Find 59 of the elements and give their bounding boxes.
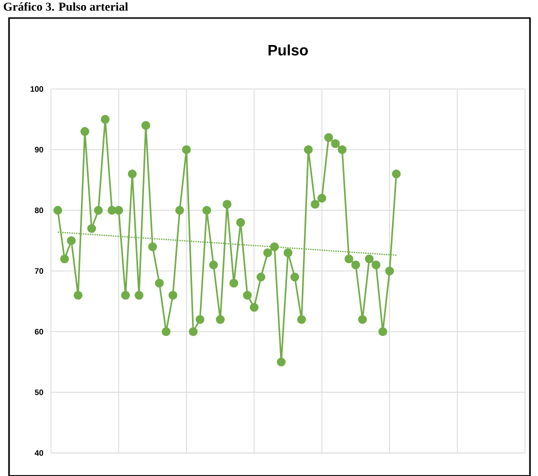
y-tick-label: 70 (34, 268, 44, 274)
point (290, 272, 300, 282)
point (121, 290, 130, 300)
point (331, 139, 340, 148)
point (351, 260, 360, 270)
point (222, 200, 232, 209)
y-tick-label: 100 (30, 86, 44, 92)
y-tick-label: 50 (34, 389, 44, 396)
y-tick-label: 90 (34, 146, 44, 152)
point (162, 327, 171, 336)
point (74, 290, 82, 300)
point (385, 266, 394, 276)
point (270, 242, 279, 252)
point (134, 290, 144, 300)
point (364, 254, 374, 264)
point (392, 170, 401, 178)
point (94, 206, 103, 215)
chart-title: Pulso (268, 44, 308, 56)
point (372, 260, 380, 270)
point (229, 278, 238, 288)
point (256, 272, 266, 282)
point (202, 206, 212, 215)
point (80, 127, 90, 136)
point (154, 278, 164, 288)
y-tick-label: 80 (34, 207, 44, 214)
point (236, 218, 245, 227)
point (344, 254, 354, 264)
point (284, 248, 292, 258)
point (216, 315, 225, 324)
point (242, 290, 252, 300)
point (114, 206, 124, 215)
point (317, 194, 326, 203)
point (188, 327, 198, 336)
point (128, 170, 137, 178)
y-tick-label: 40 (34, 450, 44, 456)
point (304, 145, 313, 154)
point (209, 260, 218, 270)
text: Gráfico 3. Pulso arterial (4, 2, 128, 11)
point (250, 302, 259, 312)
point (297, 315, 306, 324)
point (358, 315, 367, 324)
point (182, 145, 191, 154)
y-tick-label: 60 (34, 328, 44, 334)
point (141, 120, 150, 130)
point (175, 206, 184, 215)
point (196, 315, 204, 324)
point (276, 358, 286, 366)
point (378, 327, 388, 336)
point (148, 242, 157, 252)
point (100, 114, 110, 124)
point (87, 224, 96, 233)
point (66, 236, 76, 246)
point (60, 254, 69, 264)
point (53, 206, 62, 215)
point (263, 248, 272, 258)
point (338, 145, 347, 154)
point (168, 290, 178, 300)
point (310, 200, 320, 209)
point (324, 133, 334, 142)
